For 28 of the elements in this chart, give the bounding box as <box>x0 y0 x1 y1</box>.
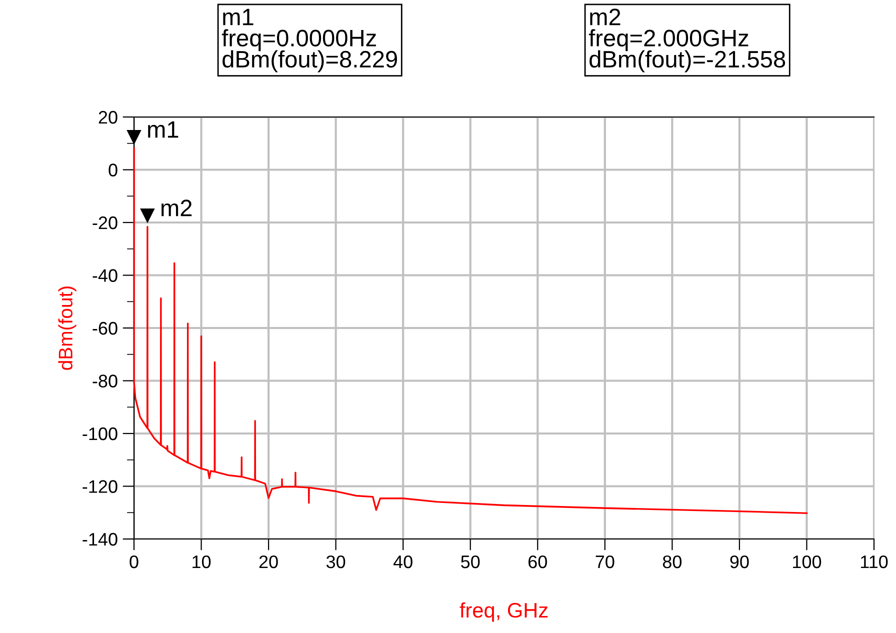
annotation: m1 <box>148 121 178 138</box>
y-tick-label: -100 <box>82 427 118 440</box>
y-tick-label: -60 <box>92 322 118 335</box>
x-tick-label: 50 <box>461 555 480 568</box>
y-axis-title: dBm(fout) <box>58 286 76 370</box>
y-tick-label: -140 <box>82 532 118 546</box>
x-tick-label: 20 <box>259 555 278 568</box>
y-tick-label: -80 <box>92 374 118 388</box>
x-tick-label: 70 <box>596 555 614 568</box>
y-tick-label: -120 <box>82 480 118 493</box>
y-tick-label: 20 <box>98 110 118 124</box>
y-tick-label: -20 <box>92 216 118 230</box>
y-tick-label: 0 <box>108 164 118 176</box>
x-tick-label: 60 <box>528 555 547 568</box>
x-axis-title: freq, GHz <box>460 602 548 622</box>
annotation: m2 <box>162 200 192 216</box>
line-series <box>133 147 808 514</box>
x-tick-label: 10 <box>192 555 211 568</box>
x-tick-label: 100 <box>793 555 822 568</box>
x-tick-label: 110 <box>860 555 888 568</box>
x-tick-label: 90 <box>730 555 749 568</box>
text: m1 freq=0.0000Hz dBm(fout)=8.229 <box>222 8 397 72</box>
x-tick-label: 80 <box>662 555 682 568</box>
x-tick-label: 0 <box>130 555 138 568</box>
y-tick-label: -40 <box>92 269 118 282</box>
x-tick-label: 40 <box>393 555 412 568</box>
text: m2 freq=2.000GHz dBm(fout)=-21.558 <box>588 8 786 72</box>
x-tick-label: 30 <box>326 555 346 568</box>
